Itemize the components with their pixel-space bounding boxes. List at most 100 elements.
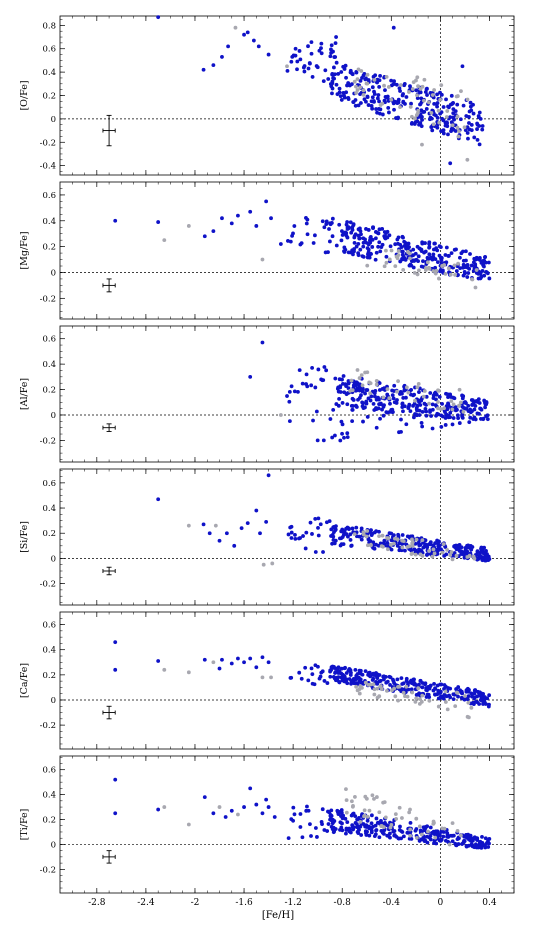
y-axis-label: [Ca/Fe] <box>19 663 30 698</box>
data-point <box>387 110 391 115</box>
data-point <box>481 702 485 706</box>
data-point <box>445 707 450 712</box>
x-tick-label: 0.4 <box>482 898 497 908</box>
data-point <box>403 102 407 106</box>
data-point <box>431 269 436 273</box>
error-bar <box>102 566 116 576</box>
data-point <box>448 272 453 277</box>
x-tick-label: -1.6 <box>235 898 253 908</box>
data-point <box>420 142 424 147</box>
data-point <box>422 401 427 406</box>
data-point <box>472 845 477 850</box>
data-point <box>422 77 427 82</box>
data-point <box>422 109 427 114</box>
data-point <box>264 199 269 204</box>
data-point <box>364 824 369 829</box>
data-point <box>348 220 353 225</box>
data-point <box>457 421 462 425</box>
data-point <box>269 216 273 221</box>
data-point <box>395 101 400 106</box>
data-point <box>316 525 320 530</box>
data-point <box>229 808 234 813</box>
data-point <box>444 245 449 250</box>
data-point <box>352 235 357 240</box>
data-point <box>354 244 359 249</box>
data-point <box>410 537 414 542</box>
data-point <box>270 561 275 566</box>
data-point <box>337 90 342 95</box>
y-tick-label: 0.6 <box>42 335 56 345</box>
data-point <box>286 239 290 243</box>
data-point <box>420 114 424 119</box>
data-point <box>331 407 336 412</box>
data-point <box>363 669 368 674</box>
data-point <box>311 418 315 423</box>
data-point <box>350 804 355 809</box>
data-point <box>404 395 408 400</box>
data-point <box>347 826 352 831</box>
data-point <box>441 128 446 133</box>
data-point <box>332 541 337 546</box>
data-point <box>320 822 324 827</box>
data-point <box>436 406 440 411</box>
data-point <box>464 249 468 254</box>
data-point <box>357 226 362 231</box>
data-point <box>477 702 482 706</box>
data-point <box>438 97 443 102</box>
data-point <box>392 81 397 86</box>
data-point <box>385 536 389 540</box>
data-point <box>381 413 386 418</box>
data-point <box>416 381 421 386</box>
data-point <box>483 255 487 260</box>
data-point <box>364 831 368 836</box>
data-point <box>391 829 396 834</box>
data-point <box>436 108 441 113</box>
y-axis-label: [Al/Fe] <box>19 378 30 410</box>
data-point <box>393 264 398 269</box>
data-point <box>254 665 259 670</box>
data-point <box>400 816 404 820</box>
data-point <box>438 111 443 116</box>
data-point <box>475 694 479 699</box>
data-point <box>317 676 322 681</box>
data-point <box>406 406 411 411</box>
data-point <box>345 681 350 686</box>
y-tick-label: 0.6 <box>42 479 56 489</box>
y-tick-label: 0.8 <box>42 21 56 31</box>
data-point <box>365 529 370 533</box>
data-point <box>433 541 438 545</box>
data-point <box>330 435 335 440</box>
data-point <box>453 272 457 277</box>
data-point <box>401 834 406 839</box>
data-point <box>350 388 355 393</box>
data-point <box>352 240 357 245</box>
data-point <box>437 394 442 399</box>
data-point <box>311 241 316 245</box>
data-point <box>334 82 339 87</box>
data-point <box>336 72 341 76</box>
data-point <box>429 414 434 418</box>
data-point <box>291 231 295 236</box>
data-point <box>480 127 485 132</box>
x-tick-label: -2 <box>191 898 200 908</box>
data-point <box>420 693 425 698</box>
data-point <box>162 805 167 809</box>
data-point <box>297 368 302 373</box>
data-point <box>464 401 468 405</box>
data-point <box>427 267 432 271</box>
data-point <box>439 838 444 843</box>
data-point <box>375 686 380 691</box>
data-point <box>455 413 460 418</box>
data-point <box>365 415 370 419</box>
data-point <box>422 839 427 844</box>
data-point <box>368 530 373 534</box>
data-point <box>289 817 294 822</box>
data-point <box>409 114 414 119</box>
data-point <box>446 254 451 258</box>
y-tick-label: 0.4 <box>42 68 56 78</box>
data-point <box>269 675 273 680</box>
data-point <box>371 74 376 79</box>
data-point <box>487 841 491 846</box>
data-point <box>286 836 291 840</box>
